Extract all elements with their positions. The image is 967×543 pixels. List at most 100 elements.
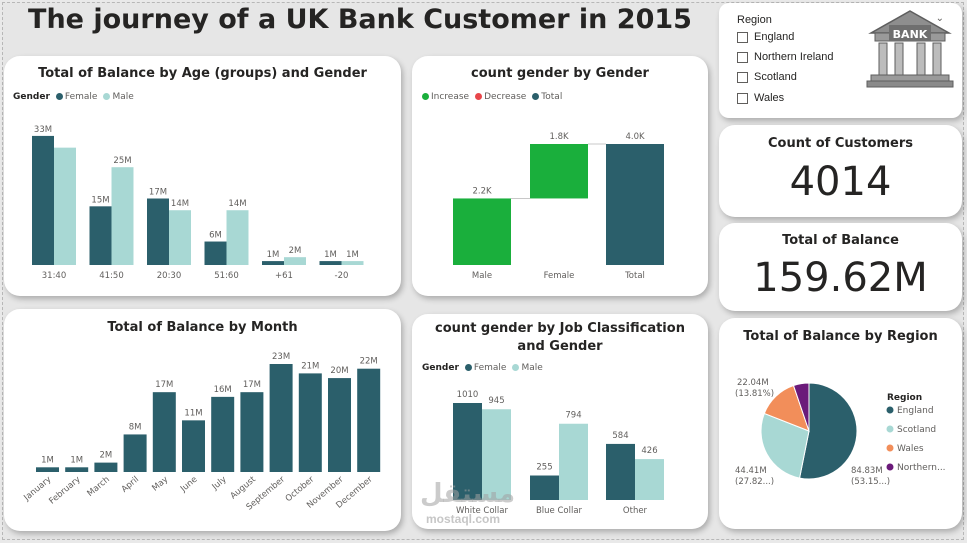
data-label: 14M [171, 199, 189, 209]
month-bar[interactable] [152, 392, 176, 472]
bar-female[interactable] [262, 261, 284, 265]
bank-logo-text: BANK [893, 28, 928, 41]
age-gender-chart-card[interactable]: Total of Balance by Age (groups) and Gen… [4, 56, 401, 296]
data-label: 1M [346, 250, 359, 260]
bar-female[interactable] [606, 443, 635, 500]
bar-male[interactable] [169, 210, 191, 265]
bar-male[interactable] [54, 147, 76, 265]
bar-female[interactable] [530, 475, 559, 500]
checkbox[interactable] [737, 51, 748, 63]
data-label: 2M [100, 451, 113, 461]
data-label: 22.04M [737, 378, 769, 388]
kpi-balance-label: Total of Balance [782, 233, 899, 248]
bar-male[interactable] [284, 257, 306, 265]
bar-male[interactable] [482, 409, 511, 500]
checkbox[interactable] [737, 71, 748, 83]
month-chart-card[interactable]: Total of Balance by Month 1M January 1M Feb… [4, 309, 401, 531]
pie-slice-northern-ireland[interactable] [792, 382, 810, 432]
data-label: (13.81%) [735, 389, 774, 399]
kpi-balance-value: 159.62M [753, 255, 928, 301]
legend-item-male[interactable]: Male [103, 92, 134, 102]
gender-waterfall-card[interactable]: count gender by Gender Increase Decrease… [412, 56, 708, 296]
watermark-latin: mostaql.com [426, 512, 501, 526]
data-label: 945 [488, 396, 504, 406]
bar-female[interactable] [89, 206, 112, 265]
month-bar[interactable] [94, 462, 118, 472]
legend-item: England [897, 406, 934, 416]
data-label: 794 [565, 411, 581, 421]
x-tick-label: 41:50 [99, 271, 124, 281]
pie-slice-england[interactable] [798, 382, 858, 480]
increase-bar[interactable] [453, 198, 511, 265]
month-bar[interactable] [123, 434, 147, 472]
region-slicer-card[interactable]: Region England Northern Ireland Scotland… [719, 3, 962, 118]
legend-dot [886, 444, 894, 452]
waterfall-legend: Increase Decrease Total [422, 92, 562, 102]
bar-male[interactable] [226, 210, 249, 265]
total-bar[interactable] [606, 144, 664, 265]
bar-female[interactable] [453, 403, 482, 500]
data-label: 17M [149, 188, 167, 198]
month-chart-plot: 1MJanuary1MFebruary2MMarch8MApril17MMay1… [22, 352, 381, 512]
x-tick-label: February [47, 475, 82, 507]
month-bar[interactable] [240, 392, 264, 472]
data-label: 25M [113, 156, 131, 166]
bar-female[interactable] [204, 241, 227, 265]
month-bar[interactable] [328, 378, 351, 472]
kpi-count-customers-card[interactable]: Count of Customers 4014 [719, 125, 962, 217]
region-chart-title: Total of Balance by Region [743, 329, 938, 344]
job-chart-legend: Gender Female Male [422, 363, 543, 373]
legend-item-total[interactable]: Total [532, 92, 562, 102]
x-tick-label: Total [624, 271, 645, 281]
data-label: 84.83M [851, 466, 883, 476]
bar-male[interactable] [341, 261, 364, 265]
month-bar[interactable] [298, 373, 322, 472]
legend-item-decrease[interactable]: Decrease [475, 92, 526, 102]
x-tick-label: June [178, 475, 199, 495]
page-title: The journey of a UK Bank Customer in 201… [28, 4, 692, 35]
month-bar[interactable] [182, 420, 205, 472]
slicer-item-wales[interactable]: Wales [737, 92, 784, 104]
data-label: 33M [34, 125, 52, 135]
region-pie-card[interactable]: Total of Balance by Region 84.83M (53.15.… [719, 318, 962, 529]
slicer-item-scotland[interactable]: Scotland [737, 71, 797, 83]
age-chart-title: Total of Balance by Age (groups) and Gen… [38, 66, 367, 81]
checkbox[interactable] [737, 92, 748, 104]
x-tick-label: 20:30 [157, 271, 182, 281]
bar-male[interactable] [559, 423, 588, 500]
data-label: 255 [536, 463, 552, 473]
month-bar[interactable] [211, 396, 235, 472]
bar-female[interactable] [319, 261, 342, 265]
month-bar[interactable] [357, 368, 381, 472]
waterfall-title: count gender by Gender [471, 66, 649, 81]
chevron-down-icon[interactable]: ⌄ [935, 13, 944, 24]
month-bar[interactable] [36, 467, 59, 472]
month-bar[interactable] [65, 467, 89, 472]
kpi-total-balance-card[interactable]: Total of Balance 159.62M [719, 223, 962, 311]
bar-male[interactable] [635, 459, 664, 500]
bar-female[interactable] [32, 135, 54, 265]
legend-item: Scotland [897, 425, 936, 435]
slicer-item-england[interactable]: England [737, 31, 794, 43]
legend-item-female[interactable]: Female [55, 92, 97, 102]
data-label: 6M [209, 231, 222, 241]
pie-slice-scotland[interactable] [760, 412, 810, 479]
bar-female[interactable] [147, 198, 169, 266]
age-chart-plot: 33M 31:40 15M 25M 41:50 17M 14M 20:30 6M 14M 51:60… [32, 125, 364, 281]
slicer-item-northern-ireland[interactable]: Northern Ireland [737, 51, 834, 63]
legend-item-female[interactable]: Female [464, 363, 506, 373]
checkbox[interactable] [737, 31, 748, 43]
data-label: 1M [70, 455, 83, 465]
legend-item-increase[interactable]: Increase [422, 92, 469, 102]
x-tick-label: White Collar [456, 506, 508, 516]
data-label: 1M [324, 250, 337, 260]
data-label: 21M [301, 361, 319, 371]
legend-item-male[interactable]: Male [512, 363, 543, 373]
data-label: 1M [41, 455, 54, 465]
data-label: 16M [214, 385, 232, 395]
increase-bar[interactable] [530, 144, 588, 199]
bar-male[interactable] [111, 167, 134, 265]
data-label: 20M [330, 366, 348, 376]
month-bar[interactable] [269, 364, 293, 472]
job-chart-card[interactable]: count gender by Job Classification and G… [412, 314, 708, 529]
